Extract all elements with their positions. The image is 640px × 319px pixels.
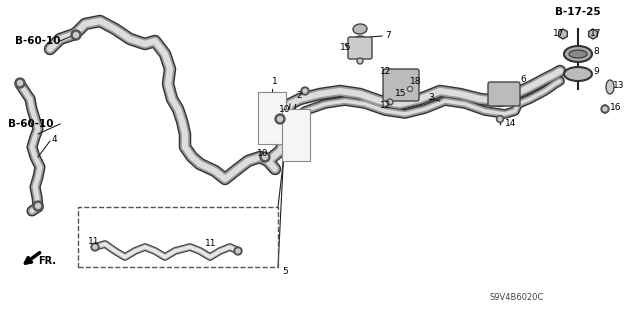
Circle shape — [603, 107, 607, 111]
Circle shape — [409, 88, 412, 90]
FancyBboxPatch shape — [282, 109, 310, 161]
Circle shape — [408, 86, 413, 92]
Text: B-17-25: B-17-25 — [555, 7, 600, 17]
Circle shape — [358, 60, 362, 63]
Text: S9V4B6020C: S9V4B6020C — [490, 293, 545, 301]
Text: 15: 15 — [340, 42, 351, 51]
Circle shape — [236, 249, 240, 253]
Text: 11: 11 — [88, 236, 99, 246]
Ellipse shape — [564, 46, 592, 62]
Text: 3: 3 — [428, 93, 434, 101]
Circle shape — [33, 201, 43, 211]
Text: 17: 17 — [553, 28, 564, 38]
Text: 1: 1 — [272, 77, 278, 85]
Text: 17: 17 — [590, 28, 602, 38]
Circle shape — [303, 89, 307, 93]
Circle shape — [260, 152, 270, 162]
Circle shape — [278, 116, 282, 122]
Text: 12: 12 — [380, 101, 392, 110]
Text: 13: 13 — [613, 80, 625, 90]
Circle shape — [74, 33, 79, 38]
FancyBboxPatch shape — [383, 69, 419, 101]
Circle shape — [262, 154, 268, 160]
Text: 7: 7 — [385, 32, 391, 41]
Text: 6: 6 — [520, 75, 525, 84]
Ellipse shape — [606, 80, 614, 94]
Text: 9: 9 — [593, 68, 599, 77]
Circle shape — [93, 245, 97, 249]
FancyBboxPatch shape — [488, 82, 520, 106]
Text: 5: 5 — [282, 266, 288, 276]
Circle shape — [234, 247, 242, 255]
Text: 11: 11 — [205, 239, 216, 248]
Ellipse shape — [353, 24, 367, 34]
Text: 14: 14 — [505, 120, 516, 129]
Circle shape — [388, 100, 392, 103]
Text: 8: 8 — [593, 48, 599, 56]
Circle shape — [15, 78, 25, 88]
Circle shape — [357, 58, 363, 64]
Circle shape — [71, 30, 81, 40]
Text: 18: 18 — [410, 77, 422, 85]
Text: 4: 4 — [52, 135, 58, 144]
Text: B-60-10: B-60-10 — [15, 36, 61, 46]
Ellipse shape — [353, 36, 367, 46]
Text: 10: 10 — [257, 150, 269, 159]
Circle shape — [387, 99, 393, 105]
Circle shape — [91, 243, 99, 251]
Text: 15: 15 — [395, 90, 406, 99]
Text: 16: 16 — [610, 102, 621, 112]
Text: FR.: FR. — [38, 256, 56, 266]
Text: B-60-10: B-60-10 — [8, 119, 54, 129]
Circle shape — [275, 114, 285, 124]
Circle shape — [35, 204, 40, 209]
Text: 2: 2 — [296, 92, 301, 100]
Circle shape — [499, 117, 502, 121]
Text: 10: 10 — [279, 105, 291, 114]
Ellipse shape — [569, 50, 587, 58]
Text: 12: 12 — [380, 66, 392, 76]
FancyBboxPatch shape — [258, 92, 286, 144]
Ellipse shape — [564, 67, 592, 81]
Circle shape — [497, 115, 504, 122]
Circle shape — [17, 80, 22, 85]
FancyBboxPatch shape — [348, 37, 372, 59]
Circle shape — [301, 87, 309, 95]
Circle shape — [601, 105, 609, 113]
